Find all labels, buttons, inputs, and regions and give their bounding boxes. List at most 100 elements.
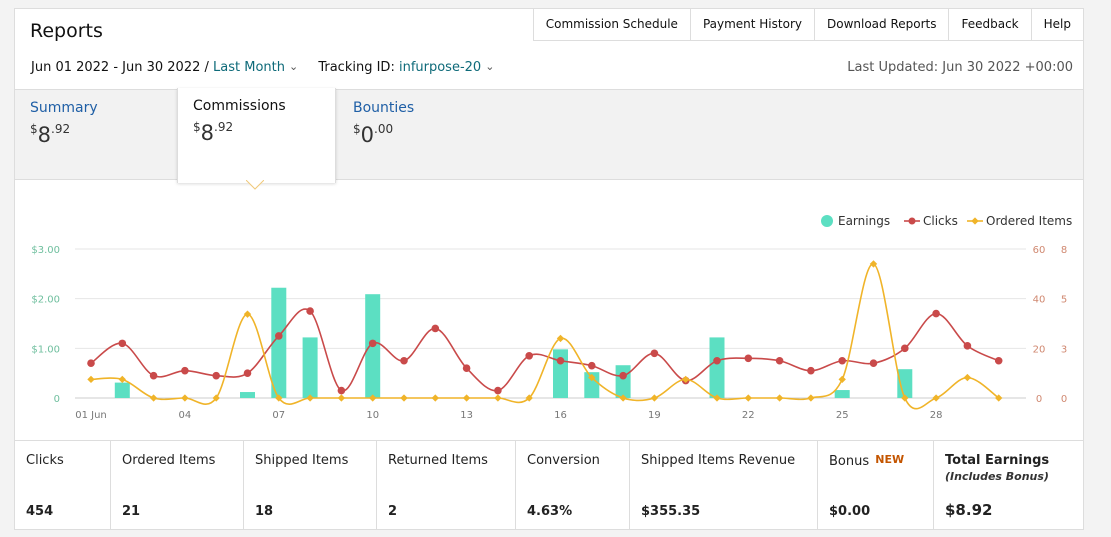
clicks-point (181, 366, 189, 375)
ordered-items-point (807, 394, 815, 402)
clicks-point (838, 356, 846, 365)
clicks-point (744, 354, 753, 363)
ordered-items-point (995, 394, 1003, 402)
top-nav: Commission Schedule Payment History Down… (532, 9, 1083, 41)
feedback-link[interactable]: Feedback (949, 9, 1032, 40)
stat-total-earnings: Total Earnings (Includes Bonus) $8.92 (934, 441, 1083, 529)
chart-axes: 0 $1.00 $2.00 $3.00 0 0 20 3 40 5 60 8 01 Jun 04 07 10 1… (31, 245, 1067, 421)
x-tick-label: 28 (930, 410, 943, 421)
x-tick-label: 01 Jun (75, 410, 107, 421)
page-title: Reports (30, 20, 103, 42)
y-right-clicks-tick-label: 40 (1033, 295, 1046, 306)
x-tick-label: 04 (179, 410, 192, 421)
reports-card: Reports Commission Schedule Payment Hist… (14, 8, 1084, 530)
clicks-point (431, 324, 440, 333)
y-right-clicks-tick-label: 20 (1033, 344, 1046, 355)
clicks-point (932, 309, 940, 318)
stat-value: 18 (255, 504, 274, 519)
x-tick-label: 16 (554, 410, 567, 421)
ordered-items-point (118, 375, 126, 384)
tab-summary[interactable]: Summary $8.92 (15, 90, 177, 180)
period-dropdown[interactable]: Last Month ⌄ (213, 60, 302, 75)
ordered-items-point (682, 375, 690, 384)
stat-shipped-revenue: Shipped Items Revenue $355.35 (630, 441, 818, 529)
help-link[interactable]: Help (1032, 9, 1083, 40)
stat-value: 4.63% (527, 504, 573, 519)
chevron-down-icon: ⌄ (288, 60, 299, 73)
payment-history-link[interactable]: Payment History (691, 9, 815, 40)
tab-amount: $8.92 (30, 122, 71, 147)
date-range: Jun 01 2022 - Jun 30 2022 / (31, 60, 209, 75)
ordered-items-point (775, 394, 784, 402)
y-left-tick-label: $2.00 (31, 295, 60, 306)
clicks-point (494, 386, 502, 395)
ordered-items-point (963, 373, 972, 382)
clicks-point (963, 342, 972, 350)
earnings-bar (553, 349, 568, 398)
x-tick-label: 10 (366, 410, 379, 421)
tab-amount: $0.00 (353, 122, 394, 147)
chevron-down-icon: ⌄ (485, 60, 495, 73)
earnings-bar (271, 287, 287, 398)
clicks-point (713, 356, 721, 365)
earnings-bar (302, 337, 318, 398)
y-left-tick-label: 0 (54, 394, 60, 405)
earnings-bar (584, 372, 600, 398)
clicks-point (243, 369, 252, 377)
clicks-point (306, 307, 314, 315)
legend-label: Clicks (923, 214, 958, 228)
tab-label: Bounties (353, 100, 415, 116)
y-left-tick-label: $1.00 (31, 344, 60, 355)
clicks-point (775, 356, 784, 365)
x-tick-label: 19 (648, 410, 661, 421)
stat-returned-items: Returned Items 2 (377, 441, 516, 529)
ordered-items-point (901, 394, 909, 402)
y-right-items-tick-label: 0 (1061, 394, 1067, 405)
clicks-point (556, 356, 565, 365)
ordered-items-point (650, 394, 659, 402)
y-right-clicks-tick-label: 60 (1033, 245, 1046, 256)
ordered-items-point (869, 260, 878, 268)
tab-bounties[interactable]: Bounties $0.00 (338, 90, 498, 180)
earnings-bar (240, 392, 255, 398)
chart-legend[interactable]: Earnings Clicks Ordered Items (821, 214, 1072, 228)
y-right-items-tick-label: 5 (1061, 295, 1067, 306)
ordered-items-point (744, 394, 752, 402)
clicks-point (588, 361, 596, 370)
stat-ordered-items: Ordered Items 21 (111, 441, 244, 529)
tab-label: Summary (30, 100, 98, 116)
tab-commissions[interactable]: Commissions $8.92 (177, 88, 336, 183)
stat-sub-label: (Includes Bonus) (945, 470, 1049, 483)
clicks-point (901, 344, 909, 353)
active-tab-caret-icon (246, 180, 264, 190)
stat-clicks: Clicks 454 (15, 441, 111, 529)
ordered-items-point (431, 394, 439, 402)
clicks-point (525, 351, 533, 360)
ordered-items-point (462, 394, 471, 402)
x-tick-label: 13 (460, 410, 473, 421)
ordered-items-point (494, 394, 502, 402)
ordered-items-line (87, 260, 1003, 410)
clicks-point (337, 386, 346, 395)
tracking-id-dropdown[interactable]: infurpose-20 ⌄ (399, 60, 494, 75)
clicks-path (90, 308, 1000, 392)
earnings-bars (114, 287, 913, 398)
tracking-label: Tracking ID: (318, 60, 395, 75)
ordered-items-point (369, 394, 377, 402)
ordered-items-point (212, 394, 220, 402)
clicks-point (400, 356, 408, 365)
commission-schedule-link[interactable]: Commission Schedule (534, 9, 691, 40)
clicks-point (368, 339, 377, 348)
download-reports-link[interactable]: Download Reports (815, 9, 950, 40)
stat-bonus: Bonus NEW $0.00 (818, 441, 934, 529)
y-right-clicks-tick-label: 0 (1036, 394, 1042, 405)
tab-label: Commissions (193, 98, 286, 114)
clicks-point (462, 364, 471, 372)
clicks-point (212, 371, 220, 380)
ordered-items-point (149, 394, 158, 402)
ordered-items-point (306, 394, 314, 402)
ordered-items-point (87, 375, 95, 384)
stat-value: $8.92 (945, 501, 993, 519)
ordered-items-point (400, 394, 408, 402)
clicks-point (869, 359, 878, 368)
